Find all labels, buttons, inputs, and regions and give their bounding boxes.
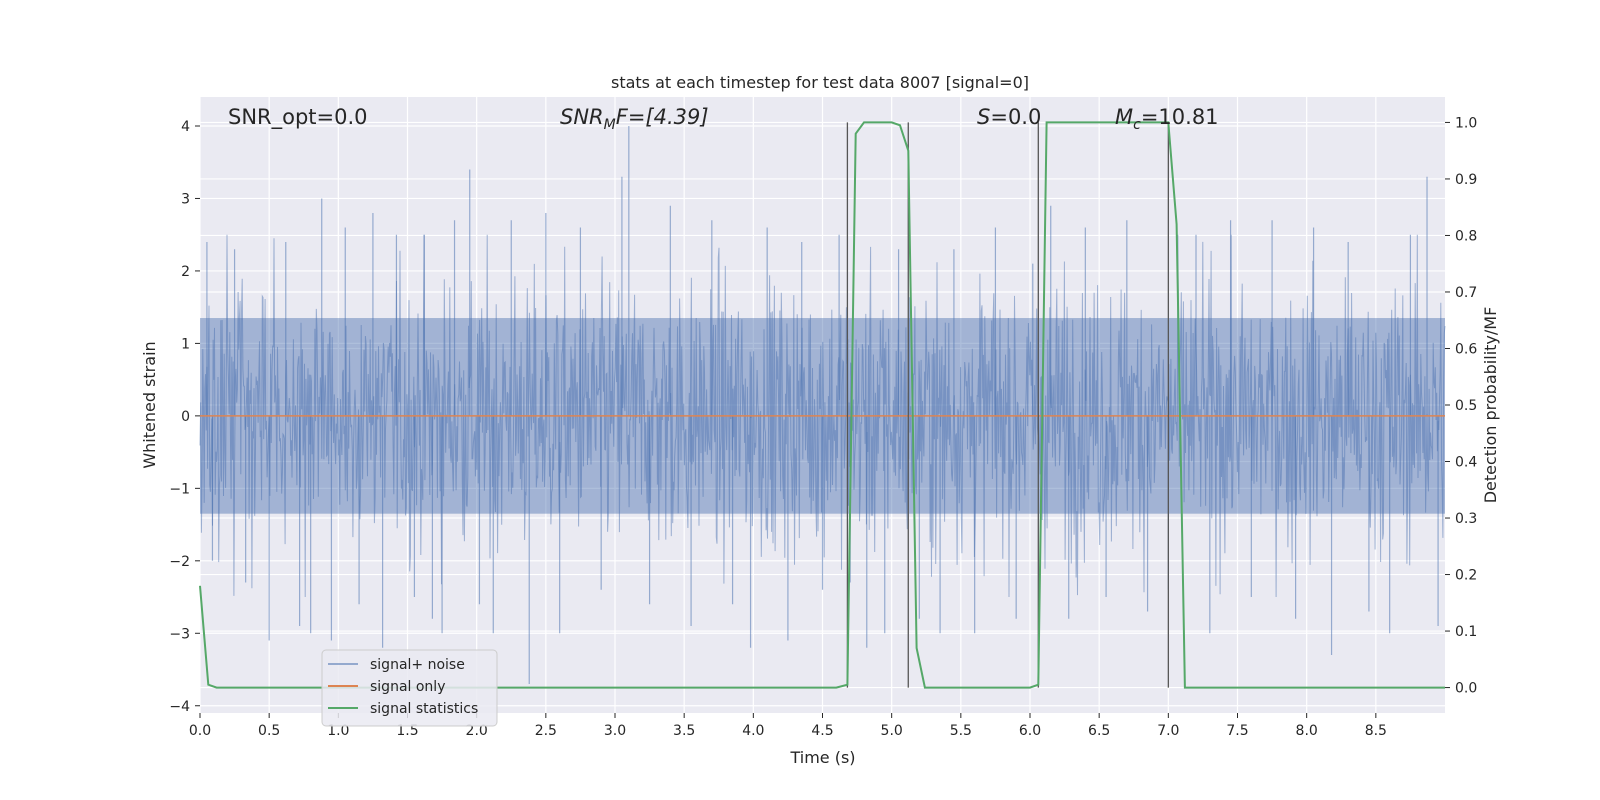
annotation-s: S=0.0 bbox=[977, 105, 1041, 129]
legend-label-signal-statistics: signal statistics bbox=[370, 701, 478, 717]
y2-tick-label: 0.7 bbox=[1455, 285, 1477, 301]
annotation-snr-mf-sub: M bbox=[604, 117, 616, 133]
x-tick-label: 0.0 bbox=[189, 723, 211, 739]
y-tick-label: 0 bbox=[181, 409, 190, 425]
annotation-mc-sub: c bbox=[1133, 117, 1141, 133]
signal-noise-line bbox=[199, 234, 1446, 598]
y-axis-ticks: −4 −3 −2 −1 0 1 2 3 4 bbox=[169, 119, 200, 715]
y-axis-label: Whitened strain bbox=[140, 341, 159, 468]
x-tick-label: 8.5 bbox=[1365, 723, 1387, 739]
x-tick-label: 4.0 bbox=[742, 723, 764, 739]
x-tick-label: 0.5 bbox=[258, 723, 280, 739]
x-axis-ticks: 0.0 0.5 1.0 1.5 2.0 2.5 3.0 3.5 4.0 4.5 5.0 5.5 6.0 6… bbox=[189, 713, 1387, 739]
x-tick-label: 6.0 bbox=[1019, 723, 1041, 739]
y2-tick-label: 0.5 bbox=[1455, 398, 1477, 414]
x-tick-label: 2.5 bbox=[535, 723, 557, 739]
x-tick-label: 6.5 bbox=[1088, 723, 1110, 739]
y-tick-label: −2 bbox=[169, 554, 190, 570]
legend-label-signal-noise: signal+ noise bbox=[370, 657, 465, 673]
x-axis-label: Time (s) bbox=[789, 748, 855, 767]
y2-tick-label: 0.6 bbox=[1455, 341, 1477, 357]
y-tick-label: −3 bbox=[169, 626, 190, 642]
y2-tick-label: 0.2 bbox=[1455, 568, 1477, 584]
x-tick-label: 1.0 bbox=[327, 723, 349, 739]
y-tick-label: 3 bbox=[181, 191, 190, 207]
annotation-snr-mf-rest: F=[4.39] bbox=[616, 105, 709, 129]
signal-statistics-line bbox=[199, 121, 1445, 689]
y-tick-label: 4 bbox=[181, 119, 190, 135]
y-tick-label: −4 bbox=[169, 699, 190, 715]
y-tick-label: −1 bbox=[169, 481, 190, 497]
legend: signal+ noise signal only signal statist… bbox=[321, 649, 498, 727]
y2-tick-label: 0.9 bbox=[1455, 172, 1477, 188]
y2-tick-label: 0.4 bbox=[1455, 455, 1477, 471]
annotation-s-rest: =0.0 bbox=[990, 105, 1041, 129]
x-tick-label: 7.5 bbox=[1226, 723, 1248, 739]
annotation-snr-mf: SNRMF=[4.39] bbox=[560, 105, 709, 133]
annotation-mc: Mc=10.81 bbox=[1115, 105, 1219, 133]
y2-tick-label: 0.8 bbox=[1455, 228, 1477, 244]
signal-statistics-series bbox=[199, 121, 1445, 689]
annotation-snr-mf-main: SNR bbox=[560, 105, 604, 129]
annotation-mc-rest: =10.81 bbox=[1141, 105, 1219, 129]
annotation-mc-main: M bbox=[1115, 105, 1133, 129]
x-tick-label: 4.5 bbox=[811, 723, 833, 739]
x-tick-label: 1.5 bbox=[396, 723, 418, 739]
x-tick-label: 2.0 bbox=[466, 723, 488, 739]
y2-tick-label: 0.0 bbox=[1455, 681, 1477, 697]
y2-axis-ticks: 0.0 0.1 0.2 0.3 0.4 0.5 0.6 0.7 0.8 0.9 1.0 bbox=[1445, 115, 1477, 697]
x-tick-label: 8.0 bbox=[1296, 723, 1318, 739]
vertical-markers bbox=[846, 122, 1169, 688]
y2-axis-label: Detection probability/MF bbox=[1481, 307, 1500, 504]
legend-label-signal-only: signal only bbox=[370, 679, 445, 695]
x-tick-label: 7.0 bbox=[1157, 723, 1179, 739]
x-tick-label: 3.5 bbox=[673, 723, 695, 739]
y2-tick-label: 0.3 bbox=[1455, 511, 1477, 527]
x-tick-label: 3.0 bbox=[604, 723, 626, 739]
y-tick-label: 2 bbox=[181, 264, 190, 280]
legend-box bbox=[321, 649, 498, 727]
chart-title: stats at each timestep for test data 800… bbox=[611, 73, 1029, 92]
y-tick-label: 1 bbox=[181, 336, 190, 352]
x-tick-label: 5.5 bbox=[950, 723, 972, 739]
annotation-snr-opt: SNR_opt=0.0 bbox=[228, 105, 368, 130]
annotation-s-main: S bbox=[977, 105, 990, 129]
x-tick-label: 5.0 bbox=[881, 723, 903, 739]
y2-tick-label: 1.0 bbox=[1455, 115, 1477, 131]
y2-tick-label: 0.1 bbox=[1455, 624, 1477, 640]
